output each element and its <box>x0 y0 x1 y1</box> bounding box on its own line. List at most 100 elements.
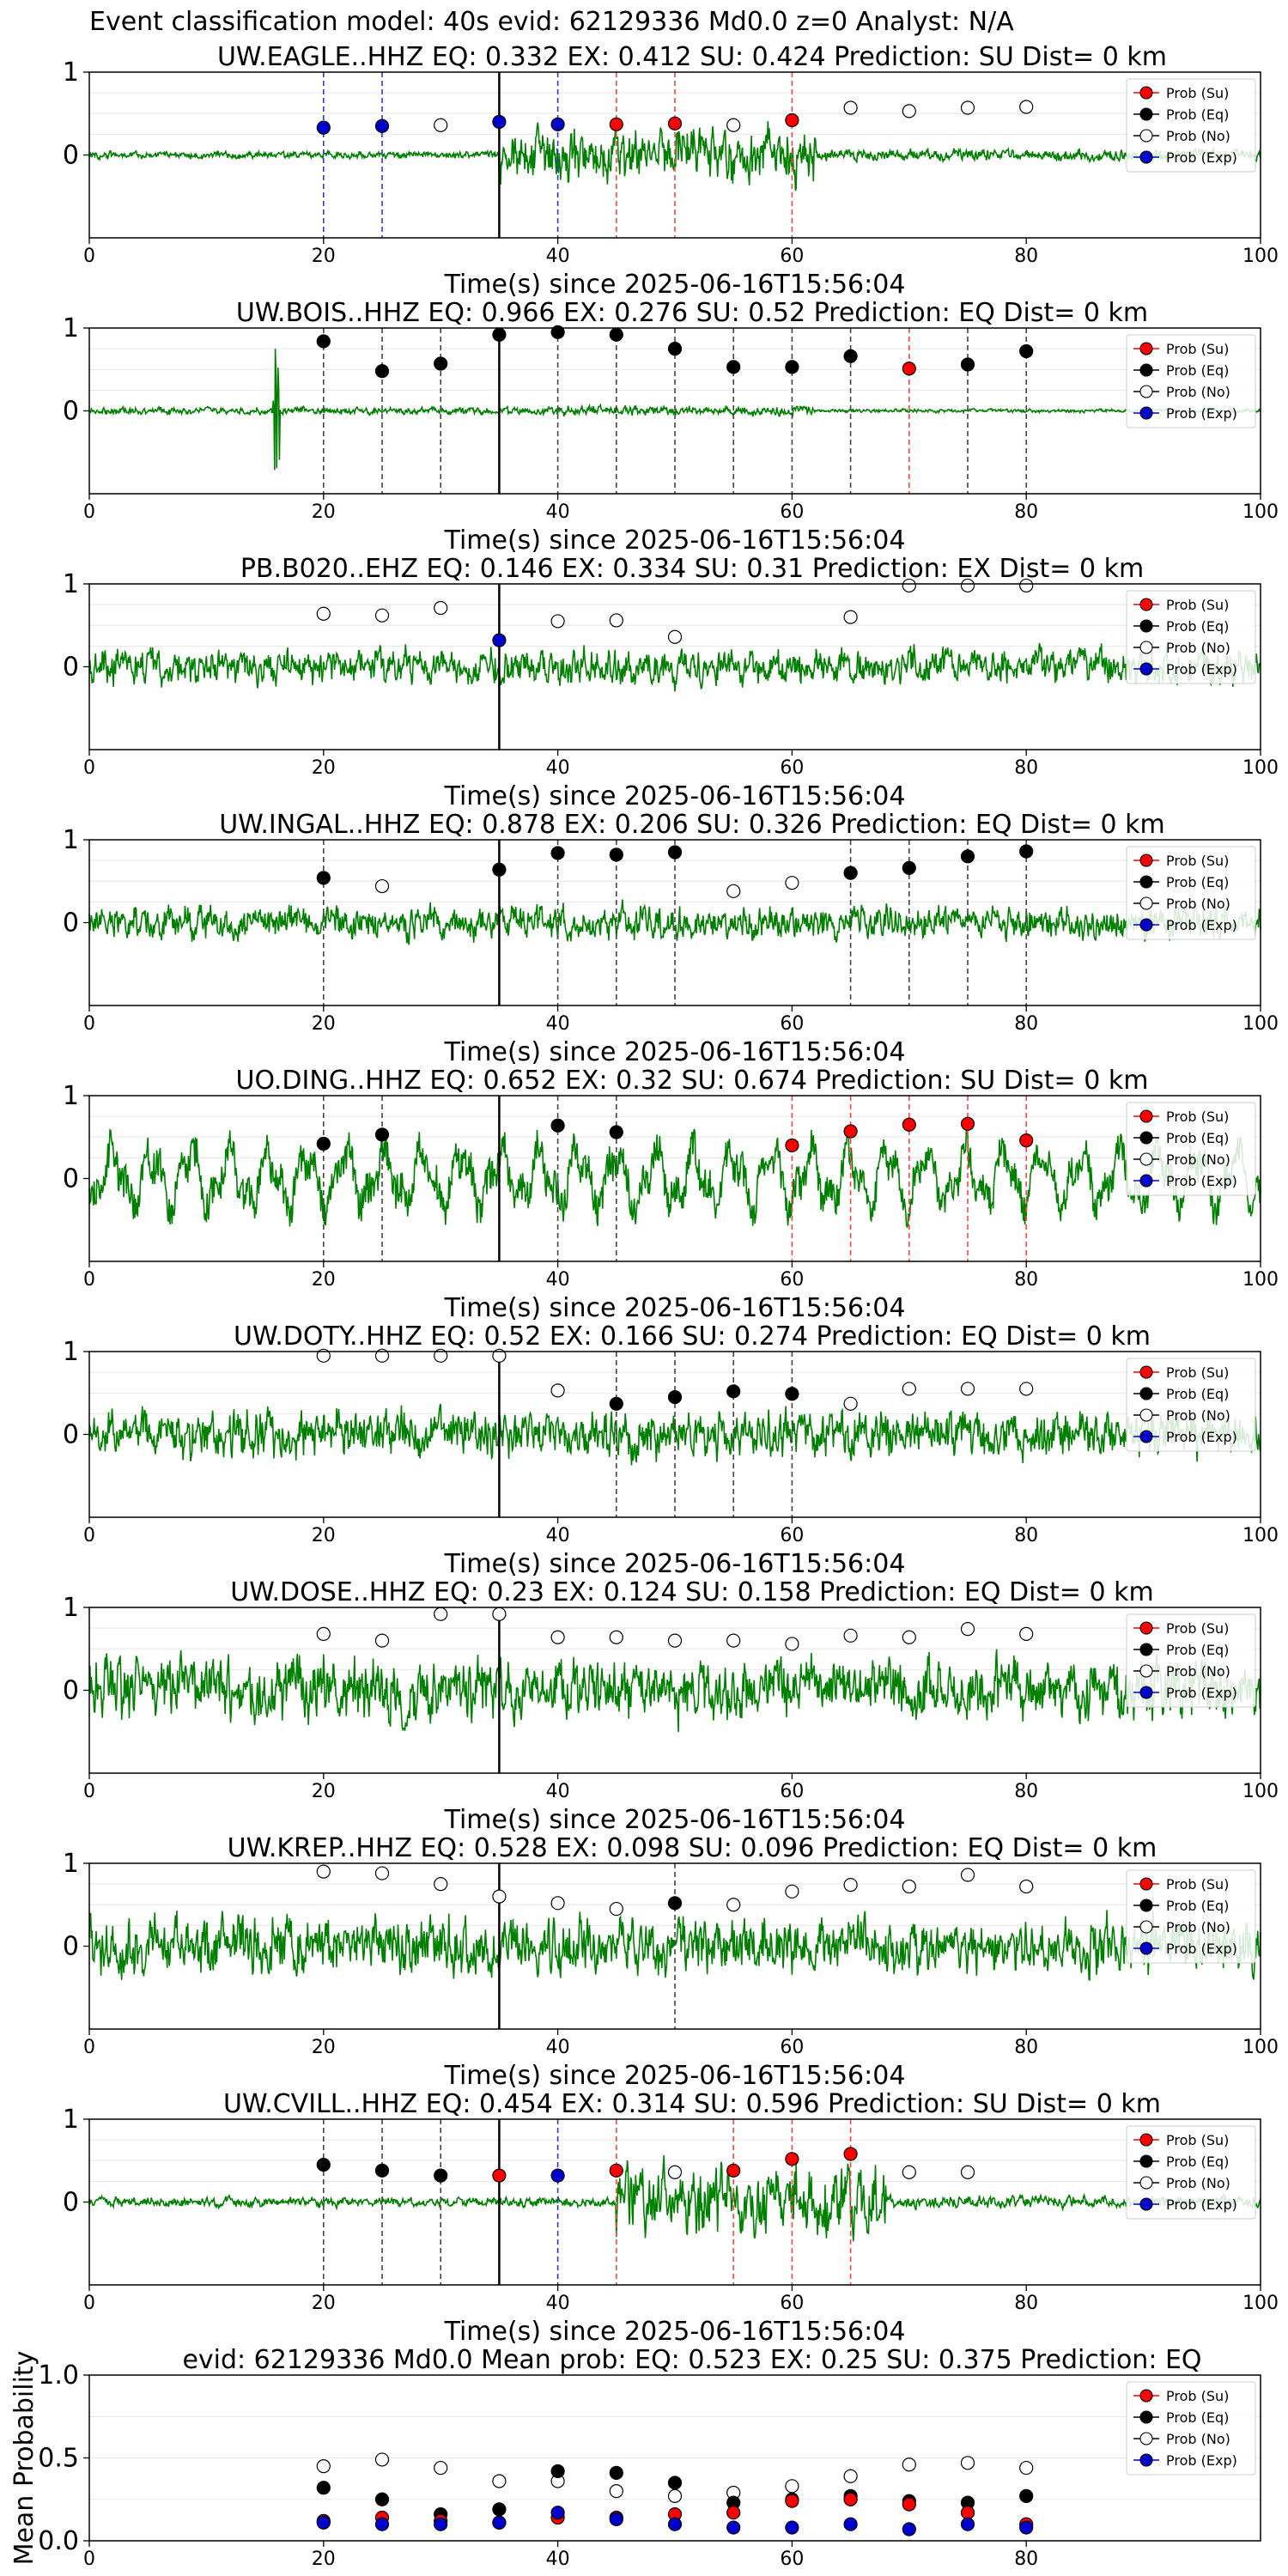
mean-prob-point <box>1019 2488 1034 2503</box>
prob-point <box>902 1630 916 1644</box>
x-tick-label: 80 <box>1014 2549 1038 2570</box>
mean-prob-point <box>316 2459 331 2474</box>
prob-point <box>434 356 448 371</box>
x-tick-label: 100 <box>1242 757 1279 779</box>
legend-label: Prob (Su) <box>1166 1109 1229 1125</box>
x-tick-label: 60 <box>780 1781 804 1802</box>
mean-prob-point <box>492 2515 507 2530</box>
legend-marker <box>1139 342 1153 355</box>
prob-point <box>492 862 507 877</box>
x-tick-label: 80 <box>1014 1525 1038 1546</box>
prob-point <box>902 1117 916 1132</box>
prob-point <box>374 1866 390 1880</box>
mean-prob-point <box>785 2520 799 2535</box>
prob-point <box>1019 1133 1034 1148</box>
x-tick-label: 0 <box>83 1269 95 1291</box>
waveform-trace <box>88 642 1261 692</box>
x-axis-label: Time(s) since 2025-06-16T15:56:04 <box>444 1549 906 1579</box>
legend-box <box>1126 1869 1256 1964</box>
prob-point <box>374 2163 390 2178</box>
x-tick-label: 100 <box>1242 1781 1279 1802</box>
legend-label: Prob (Su) <box>1166 853 1229 869</box>
prob-point <box>902 1879 916 1894</box>
mean-prob-point <box>434 2460 448 2476</box>
waveform-trace <box>88 121 1261 191</box>
prob-point <box>902 578 916 593</box>
x-tick-label: 80 <box>1014 1013 1038 1035</box>
prob-point <box>785 876 799 890</box>
prob-point <box>492 327 507 342</box>
prob-point <box>316 1864 331 1879</box>
legend-label: Prob (Su) <box>1166 85 1229 101</box>
y-tick-label: 1 <box>63 1081 79 1111</box>
x-tick-label: 60 <box>780 757 804 779</box>
legend-label: Prob (No) <box>1166 384 1230 400</box>
x-tick-label: 20 <box>312 2293 336 2314</box>
x-tick-label: 20 <box>312 2549 336 2570</box>
prob-point <box>785 1387 799 1401</box>
prob-point <box>726 1898 741 1912</box>
legend-marker <box>1139 2453 1153 2467</box>
prob-point <box>902 1382 916 1396</box>
prob-point <box>550 1630 565 1644</box>
prob-point <box>902 2165 916 2179</box>
mean-prob-point <box>374 2517 390 2531</box>
x-axis-label: Time(s) since 2025-06-16T15:56:04 <box>444 1293 906 1323</box>
prob-point <box>609 327 623 342</box>
prob-point <box>1019 1626 1034 1641</box>
legend-marker <box>1139 129 1153 143</box>
prob-point <box>609 613 623 628</box>
prob-point <box>374 608 390 623</box>
mean-prob-point <box>374 2492 390 2506</box>
mean-prob-point <box>843 2492 858 2506</box>
legend-label: Prob (Su) <box>1166 2132 1229 2148</box>
mean-prob-point <box>843 2517 858 2531</box>
x-tick-label: 0 <box>83 1781 95 1802</box>
legend-marker <box>1139 875 1153 889</box>
legend-label: Prob (Su) <box>1166 1620 1229 1637</box>
prob-point <box>902 104 916 118</box>
prob-point <box>609 117 623 131</box>
legend-marker <box>1139 1664 1153 1678</box>
x-tick-label: 40 <box>546 246 570 267</box>
prob-point <box>316 1348 331 1363</box>
legend-marker <box>1139 150 1153 164</box>
legend-label: Prob (Eq) <box>1166 874 1229 890</box>
mean-prob-point <box>609 2512 623 2527</box>
legend-label: Prob (Su) <box>1166 1364 1229 1381</box>
x-tick-label: 60 <box>780 1525 804 1546</box>
mean-prob-point <box>843 2469 858 2483</box>
prob-point <box>785 112 799 128</box>
prob-point <box>550 614 565 629</box>
prob-point <box>434 1607 448 1621</box>
legend-marker <box>1139 1877 1153 1891</box>
legend-label: Prob (Su) <box>1166 2388 1229 2404</box>
legend-label: Prob (No) <box>1166 640 1230 656</box>
prob-point <box>843 2147 858 2161</box>
x-tick-label: 100 <box>1242 1525 1279 1546</box>
prob-point <box>550 1383 565 1398</box>
x-tick-label: 40 <box>546 1269 570 1291</box>
x-tick-label: 20 <box>312 1013 336 1035</box>
legend-label: Prob (Exp) <box>1166 1173 1237 1189</box>
panel-9: 0 20 40 60 80 100 0 1 UW.CVILL..HHZ EQ: 0.454 EX… <box>63 2089 1279 2347</box>
legend-label: Prob (Eq) <box>1166 618 1229 635</box>
legend-label: Prob (Eq) <box>1166 2409 1229 2426</box>
prob-point <box>609 848 623 862</box>
x-tick-label: 80 <box>1014 757 1038 779</box>
legend: Prob (Su) Prob (Eq) Prob (No) Prob (Exp) <box>1126 1613 1256 1708</box>
panel-title: UW.CVILL..HHZ EQ: 0.454 EX: 0.314 SU: 0.… <box>223 2089 1161 2119</box>
panel-3: 0 20 40 60 80 100 0 1 PB.B020..EHZ EQ: 0.146 EX:… <box>63 554 1279 811</box>
x-axis-label: Time(s) since 2025-06-16T15:56:04 <box>444 1037 906 1067</box>
mean-prob-point <box>902 2458 916 2472</box>
mean-prob-point <box>374 2452 390 2467</box>
x-tick-label: 100 <box>1242 246 1279 267</box>
x-tick-label: 0 <box>83 246 95 267</box>
x-tick-label: 80 <box>1014 501 1038 523</box>
legend-label: Prob (Eq) <box>1166 1898 1229 1914</box>
y-tick-label: 0 <box>63 653 79 683</box>
panel-10: 0 20 40 60 80 0.0 0.5 1.0 evid: 62129336 Md0.0 M… <box>9 2345 1261 2570</box>
x-tick-label: 0 <box>83 757 95 779</box>
legend-marker <box>1139 1643 1153 1656</box>
